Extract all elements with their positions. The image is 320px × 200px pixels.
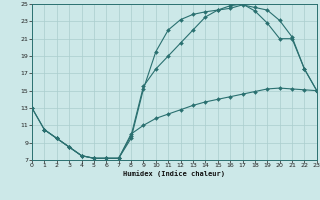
X-axis label: Humidex (Indice chaleur): Humidex (Indice chaleur) — [124, 170, 225, 177]
